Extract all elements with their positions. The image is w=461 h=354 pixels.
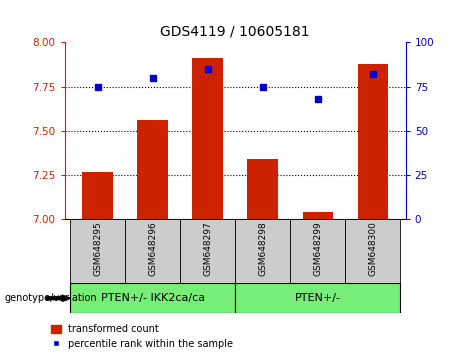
Text: PTEN+/- IKK2ca/ca: PTEN+/- IKK2ca/ca bbox=[100, 293, 205, 303]
Text: GSM648300: GSM648300 bbox=[368, 221, 377, 276]
Legend: transformed count, percentile rank within the sample: transformed count, percentile rank withi… bbox=[51, 324, 233, 349]
Bar bbox=[83, 172, 112, 219]
Text: GSM648296: GSM648296 bbox=[148, 221, 157, 276]
Bar bbox=[302, 212, 333, 219]
Text: PTEN+/-: PTEN+/- bbox=[295, 293, 341, 303]
Bar bbox=[70, 219, 125, 283]
Bar bbox=[235, 219, 290, 283]
Text: GSM648298: GSM648298 bbox=[258, 221, 267, 276]
Title: GDS4119 / 10605181: GDS4119 / 10605181 bbox=[160, 24, 310, 39]
Bar bbox=[70, 283, 235, 313]
Bar bbox=[180, 219, 235, 283]
Bar bbox=[345, 219, 400, 283]
Bar bbox=[125, 219, 180, 283]
Text: genotype/variation: genotype/variation bbox=[5, 293, 97, 303]
Bar bbox=[248, 159, 278, 219]
Bar bbox=[137, 120, 168, 219]
Text: GSM648299: GSM648299 bbox=[313, 221, 322, 276]
Bar bbox=[358, 64, 388, 219]
Bar bbox=[290, 219, 345, 283]
Text: GSM648295: GSM648295 bbox=[93, 221, 102, 276]
Text: GSM648297: GSM648297 bbox=[203, 221, 212, 276]
Bar bbox=[193, 58, 223, 219]
Bar bbox=[235, 283, 400, 313]
